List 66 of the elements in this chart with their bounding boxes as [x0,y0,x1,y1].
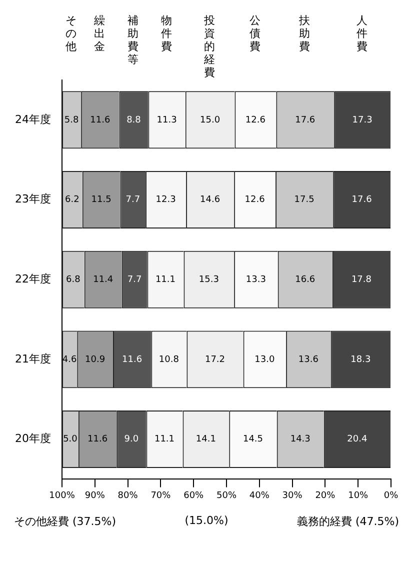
data-label: 14.6 [200,195,220,206]
data-label: 11.1 [155,274,176,285]
data-label: 13.0 [254,354,275,365]
data-label: 11.6 [88,434,108,445]
x-tick-label: 0% [384,490,399,501]
data-label: 11.1 [154,434,175,445]
data-label: 14.5 [242,434,264,445]
x-tick-label: 10% [348,490,369,501]
x-tick-label: 20% [315,490,336,501]
x-tick-label: 100% [49,490,76,501]
y-tick-label: 23年度 [14,192,51,206]
data-label: 10.8 [158,354,180,365]
data-label: 20.4 [347,434,368,445]
text: 繰出金 [94,14,106,53]
text: その他経費 (37.5%) [14,514,116,529]
y-tick-label: 21年度 [14,352,51,366]
text: 公債費 [249,14,262,53]
text: 扶助費 [299,14,312,53]
text: その他 [66,14,78,53]
data-label: 17.6 [352,195,372,206]
data-label: 18.3 [350,354,371,365]
data-label: 9.0 [124,434,139,445]
x-tick-label: 30% [282,490,303,501]
x-tick-label: 50% [216,490,237,501]
y-tick-label: 24年度 [14,112,51,126]
data-label: 6.2 [65,195,80,206]
data-label: 5.0 [63,434,78,445]
data-label: 12.3 [156,195,176,206]
data-label: 12.6 [244,195,266,206]
data-label: 7.7 [126,195,140,206]
data-label: 17.2 [204,354,226,365]
y-tick-label: 22年度 [14,272,51,286]
y-tick-label: 20年度 [14,432,51,446]
x-tick-label: 40% [249,490,270,501]
data-label: 7.7 [127,274,142,285]
data-label: 16.6 [295,274,316,285]
data-label: 6.8 [66,274,81,285]
data-label: 17.5 [294,195,314,206]
data-label: 15.3 [198,274,219,285]
data-label: 12.6 [245,115,266,126]
data-label: 5.8 [64,115,79,126]
data-label: 17.3 [352,115,372,126]
data-label: 13.3 [246,274,266,285]
x-tick-label: 60% [184,490,204,501]
data-label: 14.3 [290,434,310,445]
data-label: 11.3 [156,115,177,126]
x-tick-label: 80% [118,490,138,501]
data-label: 11.6 [122,354,142,365]
series-label: 投資的経費 [204,14,216,79]
x-tick-label: 70% [150,490,172,501]
data-label: 15.0 [200,115,220,126]
data-label: 11.4 [93,274,114,285]
data-label: 17.6 [295,115,316,126]
text: (15.0%) [184,514,228,529]
text: 義務的経費 (47.5%) [296,514,399,529]
data-label: 17.8 [351,274,372,285]
text: 補助費等 [128,14,140,66]
data-label: 14.1 [196,434,216,445]
data-label: 8.8 [126,115,142,126]
data-label: 11.5 [91,195,112,206]
data-label: 11.6 [90,115,110,126]
x-tick-label: 90% [84,490,106,501]
text: 人件費 [356,14,368,53]
data-label: 13.6 [298,354,319,365]
data-label: 10.9 [85,354,106,365]
text: 物件費 [160,14,173,53]
